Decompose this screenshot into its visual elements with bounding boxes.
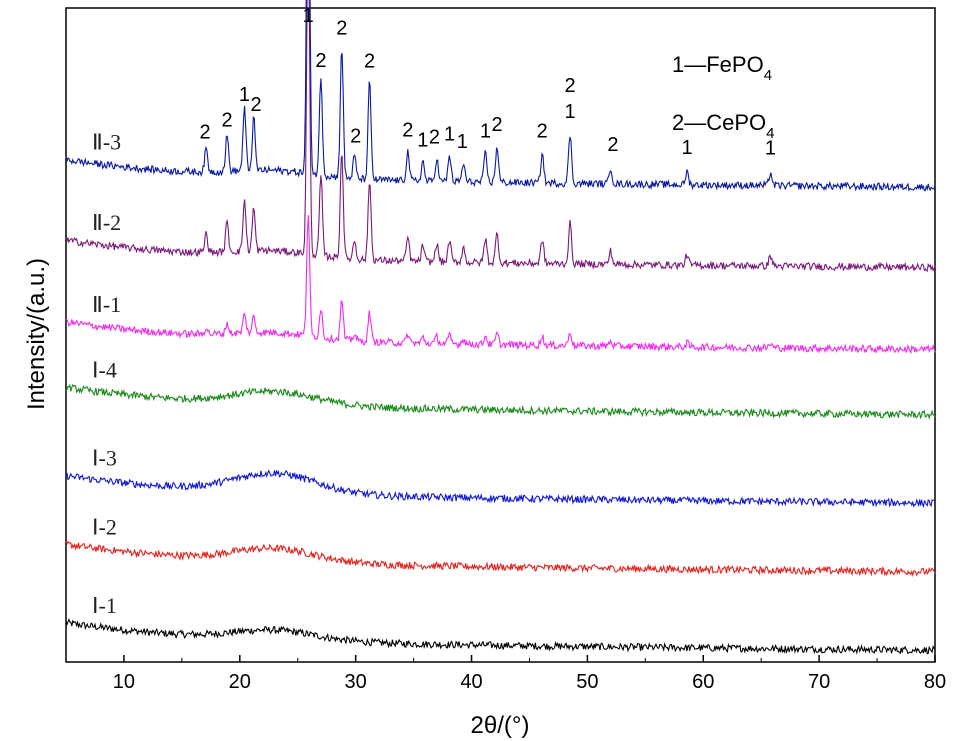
peak-label: 2: [564, 75, 575, 97]
peak-label: 1: [480, 120, 491, 142]
peak-label: 2: [607, 134, 618, 156]
y-axis-title: Intensity/(a.u.): [23, 258, 50, 410]
x-tick-label: 80: [924, 671, 946, 693]
peak-label: 2: [336, 17, 347, 39]
x-tick-label: 50: [576, 671, 598, 693]
x-axis: 10 20 30 40 50 60 70 80: [65, 655, 946, 693]
series-layer: [65, 0, 936, 655]
series-line-2: [65, 540, 936, 578]
series-label: Ⅰ-4: [92, 357, 117, 382]
x-tick-label: 10: [113, 671, 135, 693]
peak-label: 2: [537, 121, 548, 143]
peak-label: 1: [681, 137, 692, 159]
series-label: Ⅱ-3: [92, 130, 121, 155]
peak-label: 1: [444, 123, 455, 145]
plot-frame: [65, 7, 936, 663]
peak-label: 2: [350, 126, 361, 148]
peak-label: 2: [315, 50, 326, 72]
x-tick-label: 30: [345, 671, 367, 693]
series-label: Ⅰ-3: [92, 446, 117, 471]
series-line-6: [65, 0, 936, 272]
peak-label: 1: [457, 131, 468, 153]
series-label: Ⅰ-2: [92, 514, 117, 539]
peak-label: 1: [564, 101, 575, 123]
legend-entry: 2—CePO4: [672, 110, 775, 142]
series-label: Ⅰ-1: [92, 593, 117, 618]
legend: 1—FePO4 2—CePO4: [672, 52, 775, 142]
x-tick-label: 60: [692, 671, 714, 693]
peak-label: 2: [429, 126, 440, 148]
peak-label: 2: [221, 109, 232, 131]
series-labels: Ⅰ-1 Ⅰ-2 Ⅰ-3 Ⅰ-4 Ⅱ-1 Ⅱ-2 Ⅱ-3: [92, 130, 121, 618]
peak-label: 2: [364, 51, 375, 73]
x-axis-title: 2θ/(°): [471, 712, 530, 739]
x-tick-label: 40: [460, 671, 482, 693]
series-line-3: [65, 469, 936, 509]
x-tick-label: 20: [229, 671, 251, 693]
peak-label: 1: [239, 84, 250, 106]
series-line-1: [65, 618, 936, 655]
series-line-4: [65, 383, 936, 420]
x-tick-label: 70: [808, 671, 830, 693]
legend-entry: 1—FePO4: [672, 52, 772, 84]
peak-label: 2: [199, 122, 210, 144]
peak-label: 2: [250, 94, 261, 116]
peak-label: 1: [765, 137, 776, 159]
series-line-7: [65, 0, 936, 192]
peak-label: 2: [402, 120, 413, 142]
series-label: Ⅱ-2: [92, 210, 121, 235]
peak-label: 1: [303, 5, 314, 27]
series-label: Ⅱ-1: [92, 292, 121, 317]
series-line-5: [65, 215, 936, 355]
peak-label: 2: [491, 114, 502, 136]
peak-label: 1: [417, 130, 428, 152]
